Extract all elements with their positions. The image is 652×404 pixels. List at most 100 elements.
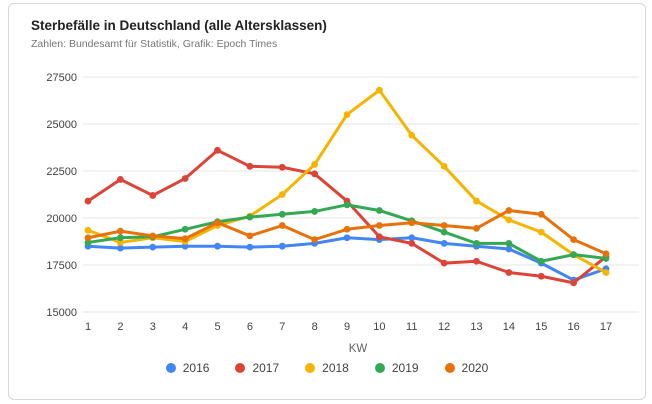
point-2016-kw3	[149, 243, 157, 251]
x-tick-10: 10	[373, 321, 385, 333]
point-2017-kw13	[473, 257, 480, 265]
point-2019-kw4	[181, 225, 189, 233]
legend-item-2018: 2018	[305, 361, 349, 375]
x-tick-14: 14	[503, 321, 515, 333]
point-2016-kw12	[440, 239, 448, 247]
point-2020-kw3	[149, 232, 157, 240]
point-2017-kw11	[408, 239, 416, 247]
point-2018-kw9	[343, 111, 351, 118]
point-2017-kw1	[84, 197, 92, 205]
y-tick-25000: 25000	[46, 119, 77, 131]
point-2017-kw3	[149, 192, 157, 199]
point-2020-kw15	[537, 210, 545, 218]
point-2020-kw11	[408, 219, 416, 227]
point-2017-kw7	[278, 163, 286, 171]
point-2019-kw2	[116, 234, 124, 242]
point-2017-kw8	[311, 170, 319, 178]
y-tick-22500: 22500	[46, 166, 77, 178]
point-2019-kw9	[343, 201, 351, 209]
point-2017-kw10	[375, 233, 383, 241]
point-2017-kw6	[246, 162, 254, 170]
point-2019-kw7	[278, 210, 286, 218]
point-2018-kw15	[537, 228, 545, 236]
legend-dot-2019	[374, 363, 385, 373]
point-2016-kw14	[505, 245, 513, 253]
x-tick-12: 12	[438, 321, 450, 333]
point-2020-kw8	[311, 236, 319, 244]
point-2020-kw17	[602, 250, 610, 258]
legend-label-2020: 2020	[461, 361, 489, 375]
point-2018-kw17	[602, 269, 610, 276]
point-2020-kw5	[214, 219, 221, 227]
y-tick-17500: 17500	[46, 260, 77, 272]
point-2018-kw2	[116, 239, 124, 246]
x-tick-13: 13	[470, 321, 482, 333]
x-tick-6: 6	[247, 321, 253, 333]
x-tick-11: 11	[406, 321, 417, 333]
point-2018-kw13	[473, 197, 480, 205]
chart-card: Sterbefälle in Deutschland (alle Altersk…	[8, 3, 646, 400]
point-2016-kw11	[408, 234, 416, 242]
y-tick-20000: 20000	[46, 213, 77, 225]
x-tick-3: 3	[150, 321, 156, 333]
legend-label-2018: 2018	[322, 361, 349, 375]
point-2020-kw4	[181, 235, 189, 243]
point-2017-kw4	[181, 175, 189, 182]
legend-item-2020: 2020	[444, 361, 489, 375]
point-2019-kw1	[84, 239, 92, 246]
point-2017-kw16	[570, 279, 578, 287]
point-2019-kw16	[570, 251, 578, 259]
point-2018-kw11	[408, 131, 416, 139]
point-2016-kw2	[116, 244, 124, 252]
legend: 2016 2017 2018 2019 2020	[9, 361, 645, 375]
point-2018-kw10	[375, 86, 383, 94]
point-2016-kw9	[343, 234, 351, 242]
point-2017-kw5	[214, 146, 221, 154]
point-2016-kw7	[278, 242, 286, 250]
legend-dot-2020	[444, 363, 455, 373]
legend-dot-2017	[235, 363, 246, 373]
y-tick-27500: 27500	[46, 72, 77, 84]
point-2020-kw2	[116, 227, 124, 235]
point-2020-kw1	[84, 234, 92, 242]
x-tick-4: 4	[182, 321, 188, 333]
point-2019-kw12	[440, 228, 448, 236]
chart-header: Sterbefälle in Deutschland (alle Altersk…	[31, 18, 635, 50]
series-2017	[84, 146, 610, 287]
point-2018-kw8	[311, 161, 319, 168]
series-2019	[84, 201, 610, 265]
legend-label-2019: 2019	[391, 361, 419, 375]
series-2020	[84, 207, 610, 258]
point-2017-kw2	[116, 176, 124, 183]
point-2016-kw6	[246, 243, 254, 251]
chart-subtitle: Zahlen: Bundesamt für Statistik, Grafik:…	[31, 38, 278, 51]
x-axis-title: KW	[348, 343, 368, 355]
point-2017-kw12	[440, 259, 448, 267]
point-2018-kw12	[440, 162, 448, 170]
point-2016-kw4	[181, 242, 189, 250]
point-2019-kw6	[246, 213, 254, 221]
x-tick-1: 1	[85, 321, 91, 333]
point-2019-kw17	[602, 255, 610, 262]
point-2019-kw8	[311, 208, 319, 215]
x-tick-15: 15	[535, 321, 547, 333]
point-2017-kw15	[537, 272, 545, 280]
x-tick-9: 9	[344, 321, 350, 333]
x-tick-17: 17	[600, 321, 612, 333]
x-tick-7: 7	[279, 321, 285, 333]
point-2019-kw14	[505, 239, 513, 247]
point-2019-kw10	[375, 207, 383, 214]
point-2019-kw13	[473, 239, 480, 247]
point-2018-kw1	[84, 226, 92, 234]
x-tick-16: 16	[568, 321, 580, 333]
x-tick-8: 8	[312, 321, 318, 333]
point-2020-kw6	[246, 232, 254, 240]
legend-item-2019: 2019	[374, 361, 419, 375]
legend-item-2017: 2017	[235, 361, 279, 375]
point-2016-kw5	[214, 242, 221, 250]
point-2020-kw7	[278, 222, 286, 229]
point-2020-kw16	[570, 236, 578, 244]
series-line-2017	[86, 148, 608, 285]
legend-label-2016: 2016	[182, 361, 210, 375]
x-tick-5: 5	[214, 321, 220, 333]
